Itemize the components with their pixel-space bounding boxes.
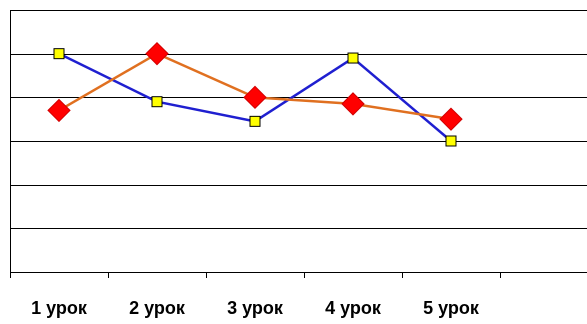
series-1-point-1 <box>53 48 65 60</box>
x-label-1: 1 урок <box>31 298 88 318</box>
series-1-point-3 <box>249 115 261 127</box>
x-label-2: 2 урок <box>129 298 186 318</box>
x-label-5: 5 урок <box>423 298 480 318</box>
series-markers <box>47 41 463 147</box>
series-1-point-5 <box>445 135 457 147</box>
x-label-4: 4 урок <box>325 298 382 318</box>
series-1-point-4 <box>347 52 359 64</box>
gridlines <box>10 10 587 278</box>
series-1-point-2 <box>151 96 163 108</box>
series-2-point-1 <box>47 98 71 123</box>
series-2-point-2 <box>145 41 169 66</box>
x-label-3: 3 урок <box>227 298 284 318</box>
series-2-point-3 <box>243 85 267 110</box>
series-2-point-4 <box>341 92 365 116</box>
x-axis-labels: 1 урок 2 урок 3 урок 4 урок 5 урок <box>31 298 480 318</box>
x-axis-ticks <box>10 272 501 278</box>
series-2-point-5 <box>439 107 463 131</box>
